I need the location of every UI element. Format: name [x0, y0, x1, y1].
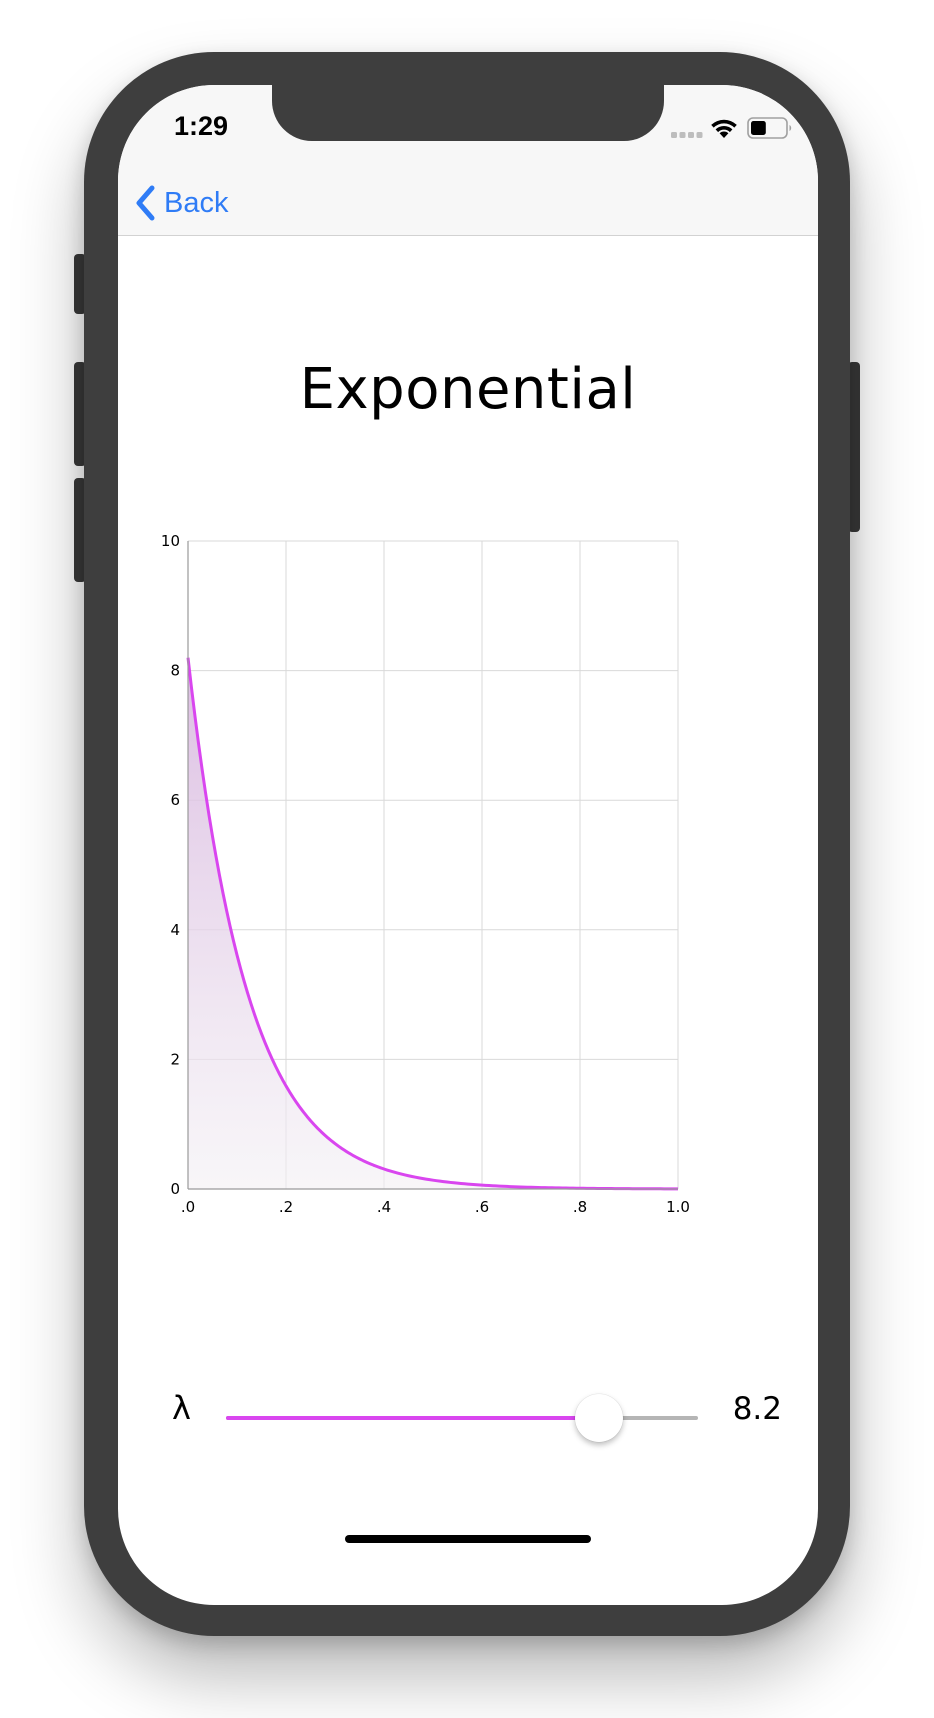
chevron-left-icon	[134, 184, 158, 222]
notch	[272, 85, 664, 141]
back-label: Back	[164, 187, 228, 220]
lambda-slider[interactable]	[226, 1393, 698, 1443]
y-tick-label: 8	[170, 662, 180, 680]
x-tick-label: .8	[573, 1198, 587, 1216]
lambda-label: λ	[172, 1389, 191, 1427]
x-tick-label: .6	[475, 1198, 489, 1216]
wifi-icon	[709, 116, 739, 140]
distribution-chart: 0 2 4 6 8 10 .0 .2 .4 .6 .8 1.0	[158, 533, 778, 1333]
y-axis-ticks: 0 2 4 6 8 10	[161, 533, 180, 1198]
y-tick-label: 2	[170, 1050, 180, 1068]
density-area	[188, 658, 678, 1189]
y-tick-label: 10	[161, 533, 180, 550]
signal-icon	[671, 131, 703, 139]
slider-fill	[226, 1416, 599, 1420]
page-title: Exponential	[118, 357, 818, 422]
x-tick-label: 1.0	[666, 1198, 690, 1216]
y-tick-label: 0	[170, 1180, 180, 1198]
screen: 1:29 Back	[118, 85, 818, 1605]
chart-area-fill	[188, 658, 678, 1189]
y-tick-label: 6	[170, 791, 180, 809]
home-indicator[interactable]	[345, 1535, 591, 1543]
x-axis-ticks: .0 .2 .4 .6 .8 1.0	[181, 1198, 690, 1216]
lambda-value: 8.2	[678, 1391, 782, 1427]
x-tick-label: .4	[377, 1198, 391, 1216]
x-tick-label: .0	[181, 1198, 195, 1216]
status-time: 1:29	[174, 111, 228, 142]
slider-thumb[interactable]	[575, 1394, 623, 1442]
x-tick-label: .2	[279, 1198, 293, 1216]
battery-icon	[747, 117, 793, 139]
back-button[interactable]: Back	[134, 180, 228, 226]
y-tick-label: 4	[170, 921, 180, 939]
